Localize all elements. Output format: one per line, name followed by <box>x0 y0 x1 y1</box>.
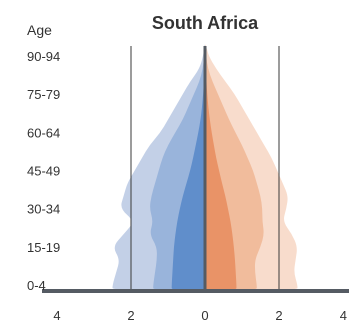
x-tick-label: 4 <box>53 308 60 323</box>
area-layer <box>112 44 298 291</box>
x-tick-label: 2 <box>127 308 134 323</box>
area-male-dark <box>171 44 205 291</box>
x-tick-label: 0 <box>201 308 208 323</box>
y-tick-labels: 0-4 15-19 30-34 45-49 60-64 75-79 90-94 <box>27 49 60 293</box>
area-female-dark <box>205 44 237 291</box>
y-axis-label: Age <box>27 22 52 38</box>
gridline-layer <box>130 46 280 291</box>
y-tick-label: 60-64 <box>27 125 60 140</box>
y-tick-label: 15-19 <box>27 240 60 255</box>
x-tick-label: 2 <box>275 308 282 323</box>
chart-title: South Africa <box>152 13 259 33</box>
y-tick-label: 90-94 <box>27 49 60 64</box>
x-tick-label: 4 <box>340 308 347 323</box>
y-tick-label: 0-4 <box>27 278 46 293</box>
y-tick-label: 75-79 <box>27 87 60 102</box>
x-tick-labels: 4 2 0 2 4 <box>53 308 347 323</box>
y-tick-label: 45-49 <box>27 164 60 179</box>
y-tick-label: 30-34 <box>27 202 60 217</box>
